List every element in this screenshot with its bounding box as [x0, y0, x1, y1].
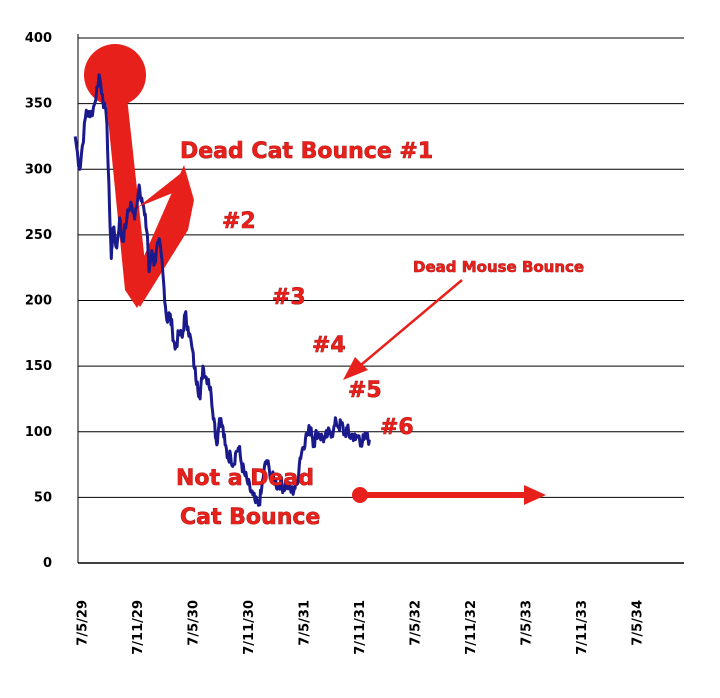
x-tick-label: 7/5/33: [520, 600, 535, 646]
flat-arrow-head: [524, 485, 546, 505]
annotation-not-a-dead: Not a Dead: [176, 466, 314, 491]
x-tick-label: 7/11/30: [242, 600, 257, 655]
x-tick-label: 7/5/34: [631, 600, 646, 646]
mouse-arrow-shaft: [354, 279, 463, 371]
bounce-highlight-wedge: [130, 165, 194, 307]
drop-highlight-wedge: [105, 88, 148, 308]
x-axis-ticks: 7/5/29 7/11/29 7/5/30 7/11/30 7/5/31 7/11/31 7…: [76, 600, 646, 655]
y-axis-ticks: 0 50 100 150 200 250 300 350 400: [25, 31, 52, 571]
annotation-dead-cat-bounce-1: Dead Cat Bounce #1: [180, 139, 433, 164]
annotation-cat-bounce: Cat Bounce: [180, 505, 320, 530]
y-tick-label: 200: [25, 294, 52, 309]
y-tick-label: 150: [25, 359, 52, 374]
peak-highlight-circle: [84, 44, 146, 106]
x-tick-label: 7/11/31: [353, 600, 368, 655]
y-tick-label: 50: [34, 490, 52, 505]
annotation-bounce-3: #3: [272, 285, 306, 310]
annotation-arrows: [138, 170, 546, 505]
y-tick-label: 250: [25, 228, 52, 243]
mouse-arrow-head: [343, 357, 368, 380]
y-tick-label: 300: [25, 162, 52, 177]
gridlines: [77, 34, 684, 564]
flat-arrow-tail-dot: [352, 487, 368, 503]
annotation-bounce-2: #2: [222, 209, 256, 234]
price-line: [73, 73, 371, 507]
x-tick-label: 7/5/30: [187, 600, 202, 646]
x-tick-label: 7/5/31: [298, 600, 313, 646]
x-tick-label: 7/11/32: [464, 600, 479, 655]
x-tick-label: 7/5/32: [409, 600, 424, 646]
annotation-bounce-4: #4: [312, 333, 346, 358]
x-tick-label: 7/5/29: [76, 600, 91, 646]
y-tick-label: 100: [25, 425, 52, 440]
x-tick-label: 7/11/29: [131, 600, 146, 655]
annotation-bounce-5: #5: [348, 378, 382, 403]
x-tick-label: 7/11/33: [575, 600, 590, 655]
y-tick-label: 0: [43, 556, 52, 571]
y-tick-label: 350: [25, 97, 52, 112]
y-tick-label: 400: [25, 31, 52, 46]
annotation-dead-mouse-bounce: Dead Mouse Bounce: [413, 258, 584, 276]
annotation-labels: Dead Cat Bounce #1 #2 #3 #4 #5 #6 Dead M…: [176, 139, 585, 531]
bounce-arrow-head: [138, 170, 185, 207]
annotation-shapes: [84, 44, 194, 308]
annotation-bounce-6: #6: [380, 415, 414, 440]
